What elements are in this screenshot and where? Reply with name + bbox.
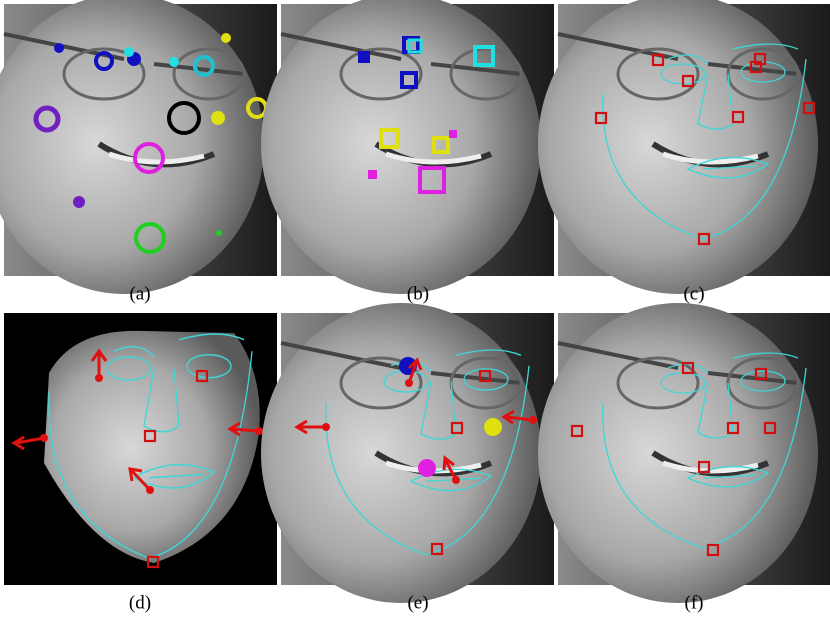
panel-label: (a) bbox=[129, 283, 150, 304]
panel-e bbox=[261, 303, 554, 603]
panel-label: (e) bbox=[407, 592, 428, 613]
panel-d bbox=[4, 313, 277, 585]
panel-label: (b) bbox=[407, 283, 429, 304]
panel-label: (c) bbox=[683, 283, 704, 304]
panel-label: (f) bbox=[685, 592, 704, 613]
panel-a bbox=[0, 0, 277, 294]
panel-b bbox=[261, 0, 554, 294]
panel-c bbox=[538, 0, 830, 294]
panel-label: (d) bbox=[129, 592, 151, 613]
figure: (a) (b) (c) (d) (e) (f) bbox=[0, 0, 830, 619]
panel-f bbox=[538, 303, 830, 603]
